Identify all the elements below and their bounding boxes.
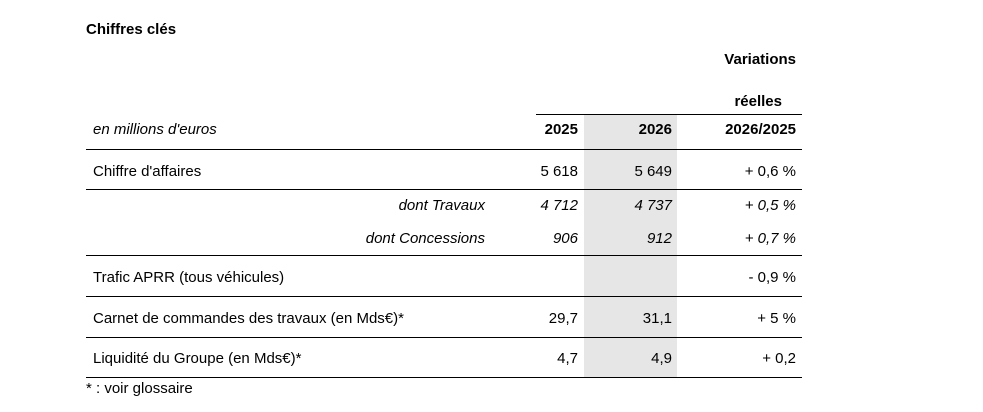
table-bottom-rule <box>86 377 802 378</box>
cell-2025: 29,7 <box>548 310 578 327</box>
cell-variation: + 0,7 % <box>744 230 796 247</box>
col-header-2026: 2026 <box>638 121 672 138</box>
unit-label: en millions d'euros <box>93 121 217 138</box>
variations-header: Variations <box>724 51 796 68</box>
cell-2025: 906 <box>552 230 578 247</box>
cell-2025: 4 712 <box>540 197 578 214</box>
highlighted-2026-column <box>584 115 677 378</box>
cell-2026: 4 737 <box>634 197 672 214</box>
cell-2026: 4,9 <box>651 350 672 367</box>
cell-2026: 5 649 <box>634 163 672 180</box>
row-divider <box>86 296 802 297</box>
header-divider <box>536 114 802 115</box>
table-title: Chiffres clés <box>86 21 177 38</box>
row-divider <box>86 189 802 190</box>
row-label-chiffre-affaires: Chiffre d'affaires <box>93 163 202 180</box>
row-label-carnet-commandes: Carnet de commandes des travaux (en Mds€… <box>93 310 404 327</box>
row-label-dont-travaux: dont Travaux <box>398 197 485 214</box>
row-divider <box>86 255 802 256</box>
row-label-liquidite: Liquidité du Groupe (en Mds€)* <box>93 350 302 367</box>
cell-variation: - 0,9 % <box>748 269 796 286</box>
cell-2025: 5 618 <box>540 163 578 180</box>
cell-variation: + 0,2 <box>762 350 796 367</box>
footnote: * : voir glossaire <box>86 380 193 397</box>
header-bottom-rule <box>86 149 802 150</box>
row-label-trafic-aprr: Trafic APRR (tous véhicules) <box>93 269 285 286</box>
reelles-header: réelles <box>734 93 782 110</box>
cell-variation: + 0,5 % <box>744 197 796 214</box>
cell-variation: + 0,6 % <box>744 163 796 180</box>
row-label-dont-concessions: dont Concessions <box>365 230 485 247</box>
col-header-2025: 2025 <box>544 121 578 138</box>
cell-2025: 4,7 <box>557 350 578 367</box>
cell-variation: + 5 % <box>757 310 796 327</box>
cell-2026: 912 <box>646 230 672 247</box>
row-divider <box>86 337 802 338</box>
cell-2026: 31,1 <box>642 310 672 327</box>
col-header-variation: 2026/2025 <box>725 121 796 138</box>
